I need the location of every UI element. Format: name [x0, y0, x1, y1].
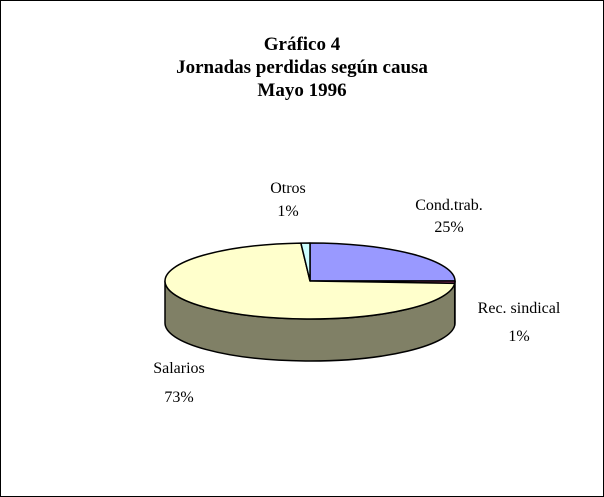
- slice-percent-rec-sindical: 1%: [508, 328, 529, 345]
- chart-title-line-3: Mayo 1996: [257, 80, 347, 101]
- chart-title-line-1: Gráfico 4: [263, 34, 341, 55]
- slice-label-cond-trab: Cond.trab.: [415, 197, 483, 214]
- chart-title-line-2: Jornadas perdidas según causa: [176, 57, 428, 78]
- slice-percent-otros: 1%: [277, 203, 298, 220]
- slice-label-otros: Otros: [270, 180, 306, 197]
- slice-percent-salarios: 73%: [164, 389, 193, 406]
- slice-label-salarios: Salarios: [153, 360, 205, 377]
- pie-slice-otros: [300, 242, 311, 282]
- slice-percent-cond-trab: 25%: [434, 219, 463, 236]
- slice-label-rec-sindical: Rec. sindical: [478, 300, 561, 317]
- pie-tops: [164, 242, 456, 320]
- pie-slice-cond-trab: [309, 242, 456, 282]
